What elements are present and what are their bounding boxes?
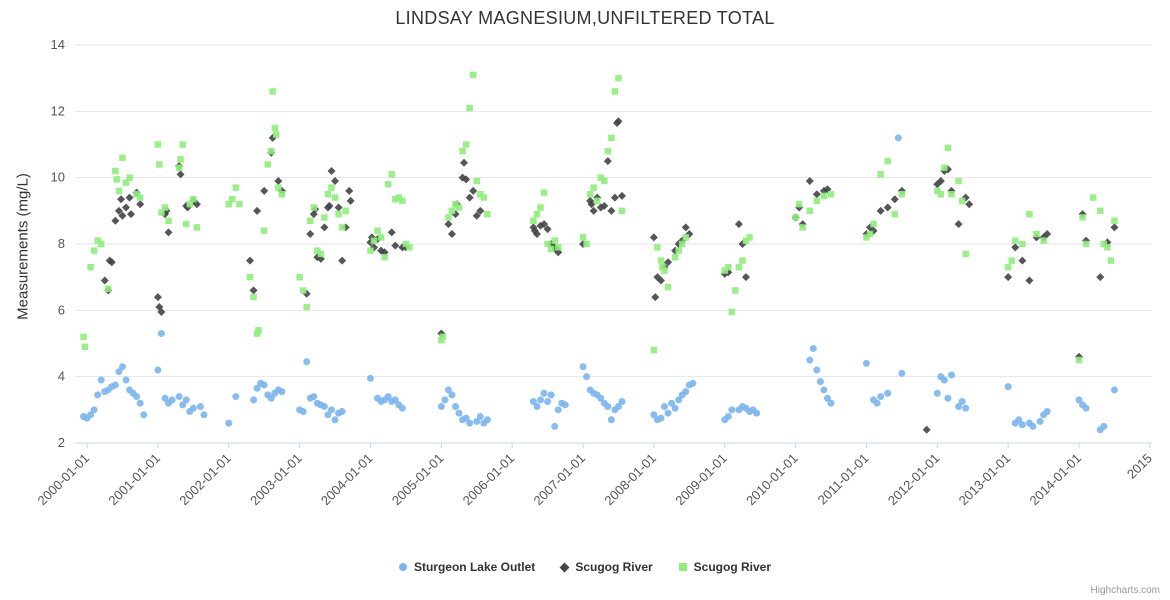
svg-text:2002-01-01: 2002-01-01 [176, 451, 234, 509]
svg-text:2006-01-01: 2006-01-01 [460, 451, 518, 509]
x-axis-labels: 2000-01-01 2001-01-01 2002-01-01 2003-01-01… [35, 451, 1155, 509]
svg-text:12: 12 [51, 103, 65, 118]
legend-item-scugog-river-2[interactable]: Scugog River [678, 560, 772, 574]
diamond-marker-icon [559, 562, 570, 572]
series-1-scugog-river[interactable] [100, 117, 1119, 434]
svg-text:2011-01-01: 2011-01-01 [815, 451, 872, 508]
svg-text:2: 2 [58, 435, 65, 450]
series-2-scugog-river[interactable] [80, 71, 1118, 364]
circle-marker-icon [398, 563, 407, 571]
legend-label: Scugog River [693, 560, 772, 574]
legend: Sturgeon Lake Outlet Scugog River Scugog… [0, 560, 1170, 574]
svg-text:2007-01-01: 2007-01-01 [531, 451, 589, 509]
y-axis-labels: 2 4 6 8 10 12 14 [51, 37, 65, 450]
svg-text:2001-01-01: 2001-01-01 [105, 451, 163, 509]
svg-text:2013-01-01: 2013-01-01 [956, 451, 1014, 509]
credits-link[interactable]: Highcharts.com [1090, 585, 1160, 596]
svg-text:2010-01-01: 2010-01-01 [743, 451, 801, 509]
chart-title: LINDSAY MAGNESIUM,UNFILTERED TOTAL [395, 8, 775, 28]
svg-text:4: 4 [58, 369, 65, 384]
square-marker-icon [678, 563, 687, 571]
x-axis-ticks [86, 443, 1151, 448]
legend-item-scugog-river-1[interactable]: Scugog River [559, 560, 653, 574]
svg-text:2014-01-01: 2014-01-01 [1027, 451, 1085, 509]
y-gridlines [75, 44, 1152, 444]
svg-text:2012-01-01: 2012-01-01 [885, 451, 943, 509]
svg-text:2003-01-01: 2003-01-01 [247, 451, 305, 509]
legend-item-sturgeon-lake-outlet[interactable]: Sturgeon Lake Outlet [398, 560, 536, 574]
svg-text:2015: 2015 [1124, 451, 1155, 482]
svg-text:6: 6 [58, 302, 65, 317]
svg-text:10: 10 [51, 170, 65, 185]
svg-text:2009-01-01: 2009-01-01 [672, 451, 730, 509]
svg-text:8: 8 [58, 236, 65, 251]
svg-text:2008-01-01: 2008-01-01 [601, 451, 659, 509]
svg-text:2004-01-01: 2004-01-01 [318, 451, 376, 509]
svg-text:2000-01-01: 2000-01-01 [35, 451, 93, 509]
legend-label: Sturgeon Lake Outlet [413, 560, 536, 574]
series-0-sturgeon-lake-outlet[interactable] [80, 134, 1118, 434]
legend-label: Scugog River [575, 560, 653, 574]
svg-text:2005-01-01: 2005-01-01 [389, 451, 447, 509]
svg-text:14: 14 [51, 37, 65, 52]
